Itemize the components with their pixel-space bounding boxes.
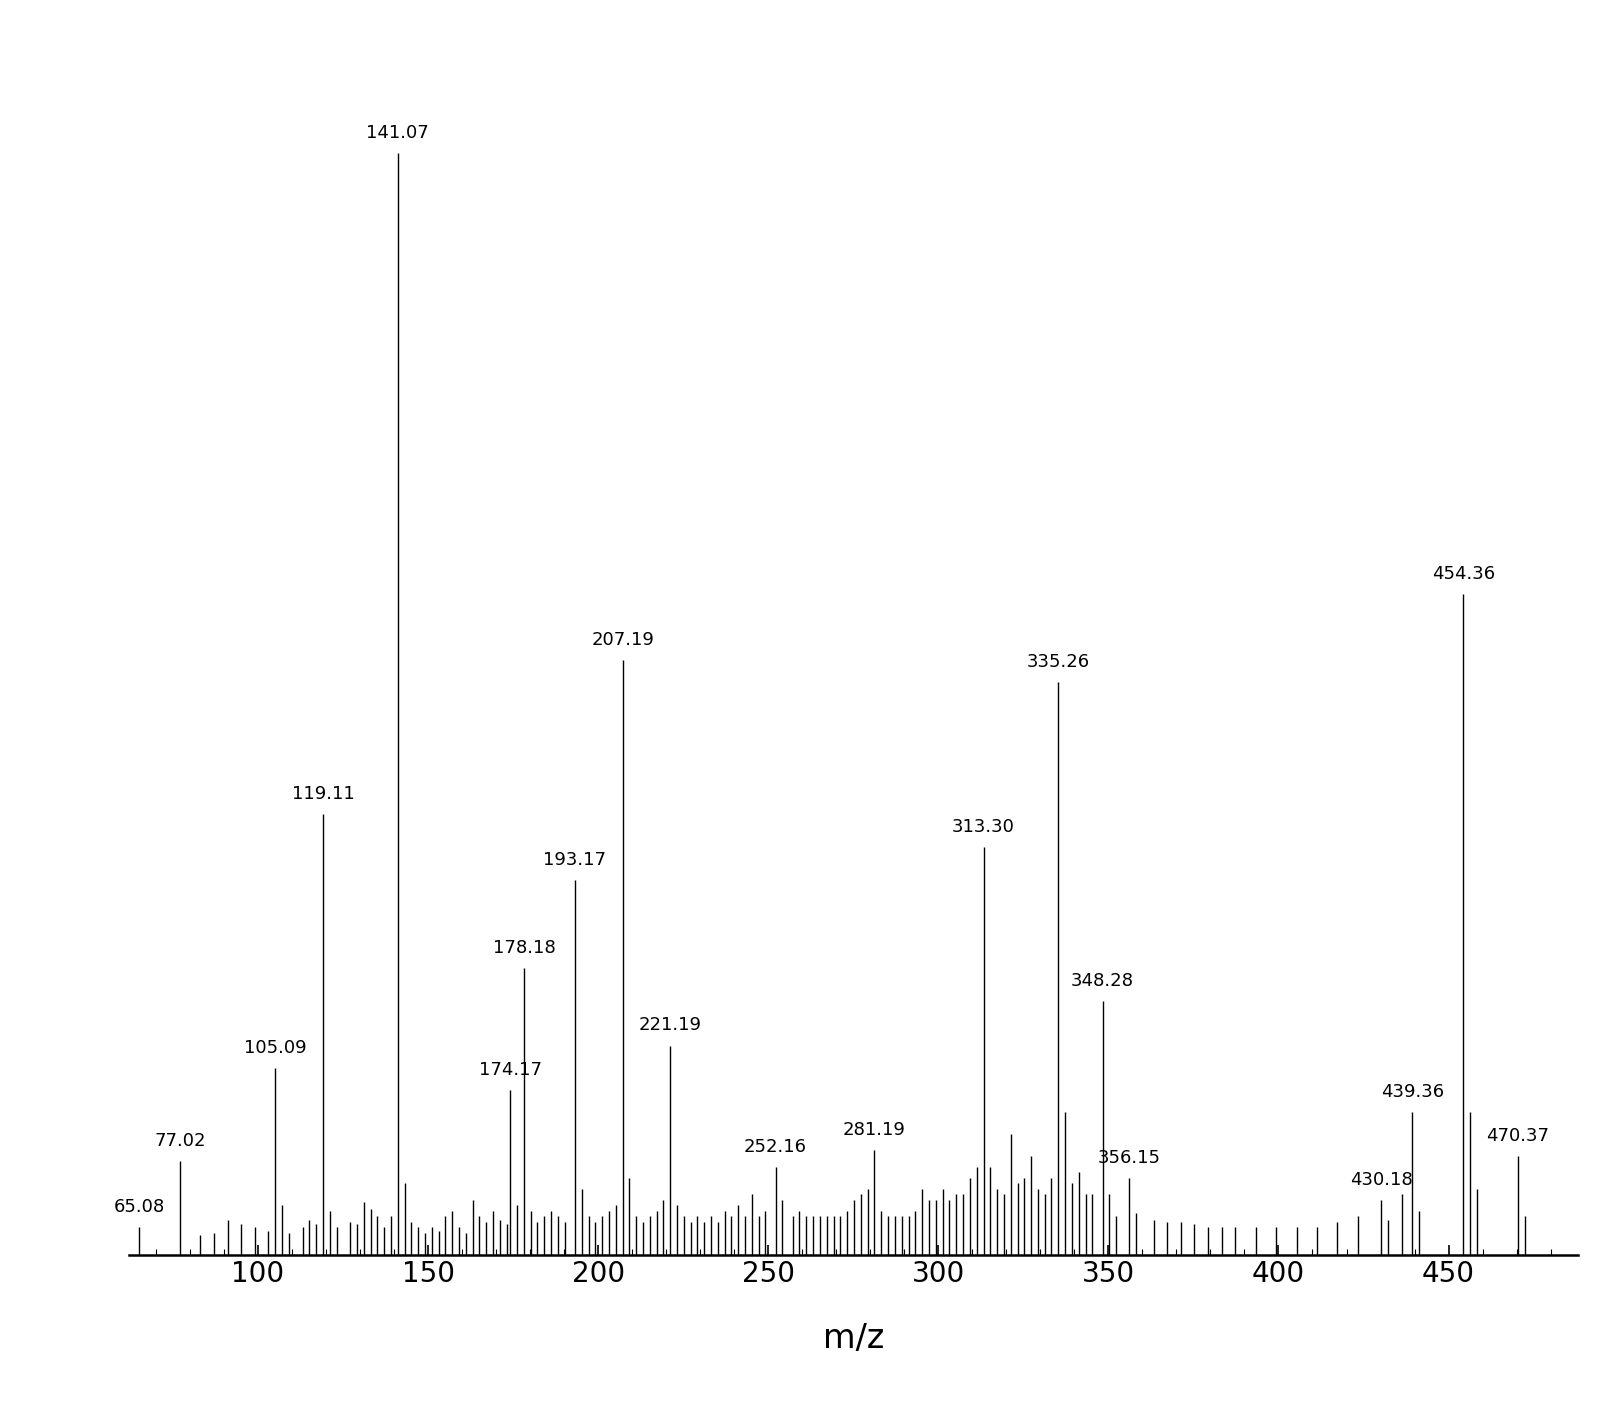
X-axis label: m/z: m/z [823,1322,884,1356]
Text: 252.16: 252.16 [744,1138,807,1155]
Text: 178.18: 178.18 [493,940,555,957]
Text: 439.36: 439.36 [1381,1082,1444,1101]
Text: 207.19: 207.19 [591,630,654,649]
Text: 119.11: 119.11 [291,786,354,803]
Text: 221.19: 221.19 [639,1017,702,1034]
Text: 77.02: 77.02 [155,1132,206,1151]
Text: 193.17: 193.17 [544,851,607,870]
Text: 281.19: 281.19 [844,1121,906,1139]
Text: 356.15: 356.15 [1098,1149,1161,1166]
Text: 335.26: 335.26 [1027,653,1090,670]
Text: 105.09: 105.09 [245,1038,306,1057]
Text: 141.07: 141.07 [367,124,430,143]
Text: 470.37: 470.37 [1486,1127,1549,1145]
Text: 65.08: 65.08 [114,1198,164,1216]
Text: 454.36: 454.36 [1431,565,1496,583]
Text: 430.18: 430.18 [1349,1171,1412,1189]
Text: 348.28: 348.28 [1071,973,1133,991]
Text: 174.17: 174.17 [478,1061,543,1078]
Text: 313.30: 313.30 [952,819,1014,836]
